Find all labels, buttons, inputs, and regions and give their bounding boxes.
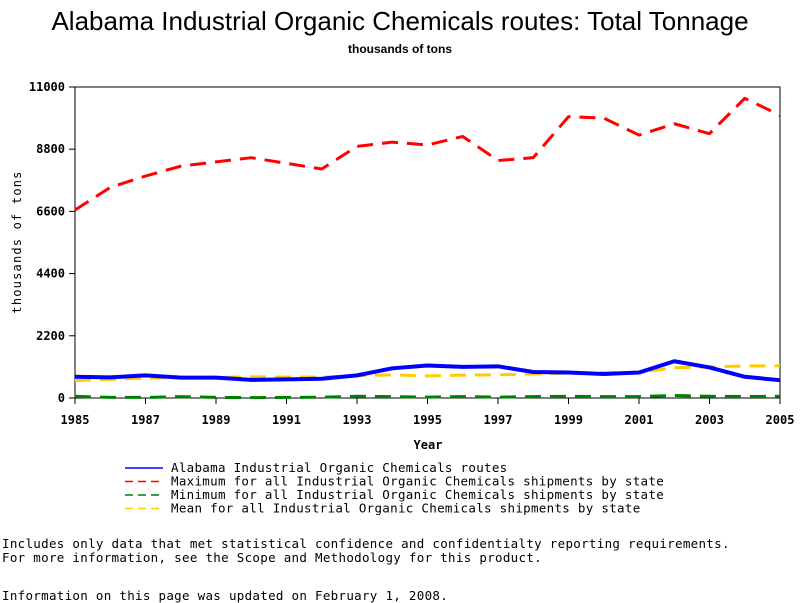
y-tick-label: 11000 <box>29 80 65 94</box>
legend-label: Maximum for all Industrial Organic Chemi… <box>171 474 664 489</box>
series-line-2 <box>74 96 781 212</box>
legend-label: Alabama Industrial Organic Chemicals rou… <box>171 460 508 475</box>
x-axis: 1985 1987 1989 1991 1993 1995 1997 1999 2001 2003… <box>61 398 795 427</box>
y-tick-label: 2200 <box>36 329 65 343</box>
y-tick-label: 6600 <box>36 204 65 218</box>
footnote-methodology: For more information, see the Scope and … <box>2 550 542 565</box>
x-tick-label: 1987 <box>131 413 160 427</box>
chart-subtitle: thousands of tons <box>348 42 452 56</box>
x-tick-label: 2001 <box>625 413 654 427</box>
footnote-confidence: Includes only data that met statistical … <box>2 536 730 551</box>
legend: Alabama Industrial Organic Chemicals rou… <box>125 460 664 516</box>
x-tick-label: 2003 <box>695 413 724 427</box>
y-tick-label: 8800 <box>36 142 65 156</box>
y-axis: 0 2200 4400 6600 8800 11000 <box>29 80 75 405</box>
x-tick-label: 1989 <box>202 413 231 427</box>
x-tick-label: 1999 <box>554 413 583 427</box>
x-tick-label: 2005 <box>766 413 795 427</box>
x-tick-label: 1995 <box>413 413 442 427</box>
chart-title: Alabama Industrial Organic Chemicals rou… <box>51 6 749 36</box>
x-tick-label: 1993 <box>343 413 372 427</box>
series-line-1 <box>74 359 781 383</box>
series-line-4 <box>74 364 781 382</box>
update-notice: Information on this page was updated on … <box>2 588 449 603</box>
y-axis-label: thousands of tons <box>10 170 24 313</box>
x-axis-label: Year <box>414 438 443 452</box>
legend-label: Minimum for all Industrial Organic Chemi… <box>171 487 664 502</box>
x-tick-label: 1997 <box>484 413 513 427</box>
series-lines <box>74 96 781 400</box>
x-tick-label: 1985 <box>61 413 90 427</box>
y-tick-label: 0 <box>58 391 65 405</box>
x-tick-label: 1991 <box>272 413 301 427</box>
legend-label: Mean for all Industrial Organic Chemical… <box>171 501 641 516</box>
series-line-3 <box>74 393 781 400</box>
y-tick-label: 4400 <box>36 267 65 281</box>
plot-frame <box>74 86 781 399</box>
